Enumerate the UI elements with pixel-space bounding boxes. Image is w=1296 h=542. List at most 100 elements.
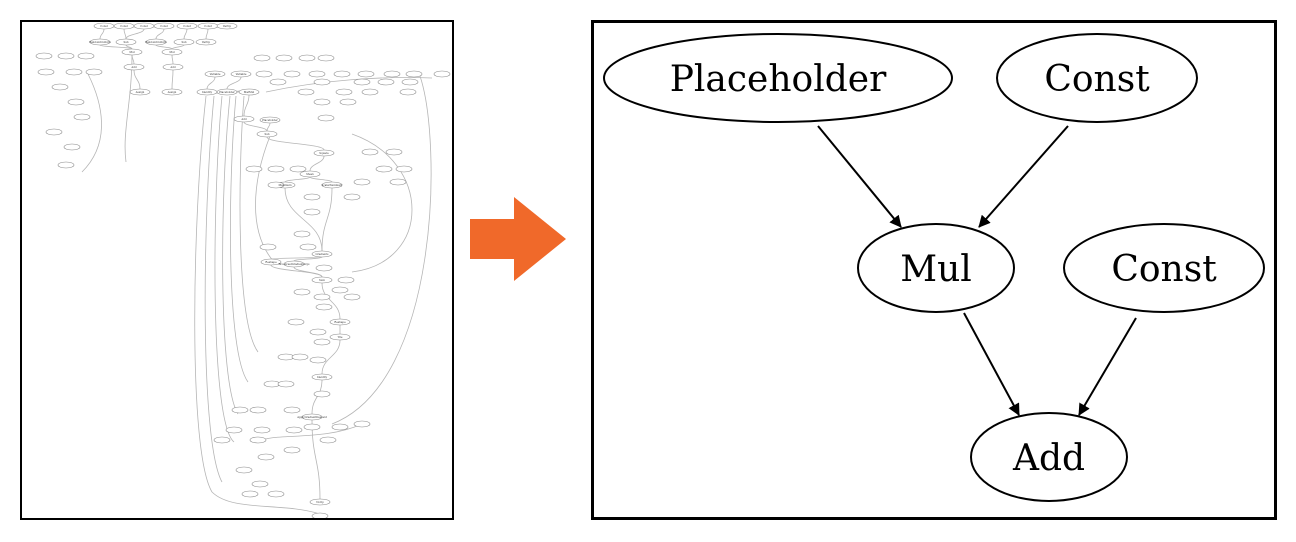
full-graph-edge — [321, 282, 341, 320]
node-mul-ellipse — [857, 223, 1015, 313]
full-graph-node — [37, 68, 55, 76]
full-graph-node — [291, 353, 309, 361]
edge-const2-to-add — [1078, 317, 1137, 416]
full-graph-edge — [133, 69, 141, 90]
full-graph-node-label: RandomUniform — [145, 40, 167, 44]
full-graph-node — [343, 293, 361, 301]
full-graph-node — [57, 161, 75, 169]
full-graph-node — [283, 406, 301, 414]
full-graph-node — [241, 490, 259, 498]
full-graph-panel: Const Const Const Const Const Const VarOp Rando… — [20, 20, 454, 520]
full-graph-edge — [243, 121, 268, 132]
full-graph-node — [283, 70, 301, 78]
full-graph-node — [313, 78, 331, 86]
edge-placeholder-to-mul — [817, 125, 902, 228]
full-graph-node — [176, 22, 198, 30]
full-graph-edge — [205, 28, 209, 40]
full-graph-edge — [351, 133, 413, 273]
full-graph-node — [216, 88, 238, 96]
node-placeholder-ellipse — [603, 33, 953, 123]
full-graph-node-label: Sub — [181, 40, 186, 44]
full-graph-node — [123, 63, 145, 71]
full-graph-edge — [171, 44, 185, 50]
full-graph-edge — [155, 44, 173, 50]
edge-mul-to-add — [963, 312, 1020, 416]
full-graph-node-label: VarOp — [222, 24, 232, 28]
full-graph-edge — [309, 155, 325, 172]
full-graph-edge — [171, 54, 174, 65]
full-graph-node — [225, 426, 243, 434]
full-graph-node — [309, 356, 327, 364]
full-graph-node — [321, 181, 343, 189]
full-graph-node — [331, 423, 349, 431]
full-graph-node — [298, 54, 316, 62]
full-graph-node — [255, 70, 273, 78]
full-graph-edge — [125, 44, 133, 50]
full-graph-edge — [284, 187, 323, 252]
full-graph-node — [353, 420, 371, 428]
full-graph-edge — [171, 69, 174, 90]
full-graph-node — [357, 70, 375, 78]
full-graph-node — [249, 406, 267, 414]
full-graph-node-label: NoOp — [316, 500, 324, 504]
full-graph-node — [299, 243, 317, 251]
full-graph-node — [331, 286, 349, 294]
full-graph-node — [259, 116, 281, 124]
full-graph-node — [263, 380, 281, 388]
full-graph-node-label: Maximum — [278, 183, 292, 187]
full-graph-node-label: Sub — [264, 132, 269, 136]
full-graph-node — [245, 165, 263, 173]
full-graph-edge — [155, 28, 165, 40]
full-graph-node — [267, 490, 285, 498]
full-graph-node-label: Const — [100, 24, 109, 28]
full-graph-node-label: MatMul — [244, 90, 255, 94]
full-graph-node — [213, 436, 231, 444]
full-graph-node-label: Const — [160, 24, 169, 28]
right-arrow-icon — [470, 197, 566, 281]
full-graph-node-label: Sum — [319, 278, 325, 282]
full-graph-node-label: Square — [319, 151, 329, 155]
full-graph-node — [343, 193, 361, 201]
full-graph-node — [129, 88, 151, 96]
full-graph-node — [51, 83, 69, 91]
full-graph-node — [353, 78, 371, 86]
node-placeholder-label: Placeholder — [670, 59, 887, 100]
full-graph-node — [395, 165, 413, 173]
full-graph-node — [115, 38, 137, 46]
full-graph-node-label: Reshape — [334, 320, 346, 324]
full-graph-node-label: Mul — [129, 50, 134, 54]
node-const2-label: Const — [1111, 249, 1217, 290]
full-graph-node — [57, 52, 75, 60]
full-graph-node — [313, 98, 331, 106]
full-graph-node — [313, 390, 331, 398]
full-graph-edge — [204, 95, 223, 483]
full-graph-node — [89, 38, 111, 46]
full-graph-node — [145, 38, 167, 46]
full-graph-node — [269, 78, 287, 86]
node-const1-ellipse — [996, 33, 1198, 123]
full-graph-node-label: BroadcastGradientArgs — [279, 262, 311, 266]
full-graph-node — [256, 130, 278, 138]
full-graph-edge — [230, 95, 249, 383]
full-graph-node-label: Gradients — [316, 252, 330, 256]
full-graph-edge — [99, 28, 105, 40]
full-graph-node — [333, 70, 351, 78]
full-graph-node — [65, 68, 83, 76]
full-graph-node — [308, 70, 326, 78]
node-const1: Const — [996, 33, 1198, 123]
full-graph-node — [45, 128, 63, 136]
full-graph-edge — [206, 76, 216, 90]
full-graph-node — [289, 165, 307, 173]
node-add: Add — [970, 412, 1128, 502]
full-graph-node — [311, 250, 333, 258]
full-graph-node-label: ScalarSummary — [321, 183, 343, 187]
full-graph-node — [383, 70, 401, 78]
full-graph-edge — [321, 339, 341, 375]
full-graph-node — [233, 115, 255, 123]
full-graph-node — [303, 193, 321, 201]
full-graph-node — [121, 48, 143, 56]
full-graph-node-label: Const — [120, 24, 129, 28]
full-graph-node — [277, 353, 295, 361]
full-graph-node — [153, 22, 175, 30]
full-graph-edge — [226, 76, 242, 90]
